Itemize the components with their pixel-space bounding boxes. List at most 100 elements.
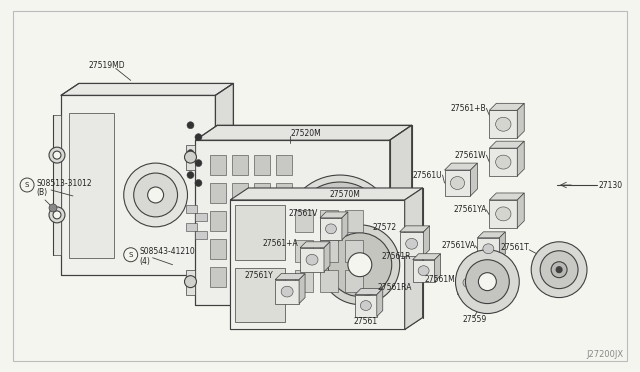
Polygon shape — [445, 170, 470, 196]
Polygon shape — [53, 115, 61, 255]
Circle shape — [148, 187, 164, 203]
Polygon shape — [458, 272, 479, 294]
Polygon shape — [342, 212, 348, 240]
Ellipse shape — [495, 207, 511, 221]
Circle shape — [320, 225, 400, 305]
Bar — [295, 210, 313, 232]
Text: 27561RA: 27561RA — [378, 283, 412, 292]
Polygon shape — [517, 193, 524, 228]
Polygon shape — [230, 188, 422, 200]
Polygon shape — [377, 289, 383, 317]
Text: 27561+B: 27561+B — [451, 104, 486, 113]
Text: 27561: 27561 — [354, 317, 378, 326]
Text: 27572: 27572 — [372, 223, 397, 232]
Bar — [345, 210, 363, 232]
Bar — [186, 270, 195, 295]
Polygon shape — [435, 254, 440, 282]
Circle shape — [195, 180, 202, 186]
Bar — [69, 113, 114, 258]
Polygon shape — [445, 163, 477, 170]
Circle shape — [195, 134, 202, 141]
Text: 27561T: 27561T — [500, 243, 529, 252]
Ellipse shape — [483, 244, 494, 254]
Polygon shape — [299, 274, 305, 304]
Text: 27561R: 27561R — [381, 252, 411, 261]
Bar — [320, 240, 338, 262]
Polygon shape — [195, 125, 412, 140]
Circle shape — [479, 273, 497, 291]
Text: S: S — [129, 252, 133, 258]
Bar — [295, 240, 313, 262]
Circle shape — [556, 267, 562, 273]
Polygon shape — [458, 266, 485, 272]
Circle shape — [20, 178, 34, 192]
Text: (4): (4) — [140, 257, 150, 266]
Bar — [254, 155, 270, 175]
Circle shape — [456, 250, 519, 314]
Text: 27561Y: 27561Y — [244, 271, 273, 280]
Bar — [186, 205, 198, 213]
Polygon shape — [490, 148, 517, 176]
Circle shape — [540, 251, 578, 289]
Bar — [236, 205, 285, 260]
Bar — [186, 145, 195, 170]
Bar — [232, 211, 248, 231]
Bar — [295, 270, 313, 292]
Polygon shape — [404, 188, 422, 330]
Circle shape — [187, 150, 194, 157]
Bar — [345, 240, 363, 262]
Ellipse shape — [406, 238, 418, 249]
Bar — [211, 239, 227, 259]
Text: 27519MD: 27519MD — [89, 61, 125, 70]
Polygon shape — [517, 141, 524, 176]
Text: 27561YA: 27561YA — [453, 205, 486, 214]
Bar — [254, 183, 270, 203]
Ellipse shape — [495, 155, 511, 169]
Bar — [211, 183, 227, 203]
Polygon shape — [470, 163, 477, 196]
Ellipse shape — [495, 117, 511, 131]
Bar — [186, 223, 198, 231]
Polygon shape — [490, 103, 524, 110]
Polygon shape — [300, 248, 324, 272]
Polygon shape — [517, 103, 524, 138]
Circle shape — [184, 276, 196, 288]
Circle shape — [187, 122, 194, 129]
Circle shape — [328, 218, 352, 242]
Circle shape — [292, 182, 388, 278]
Ellipse shape — [306, 254, 318, 265]
Circle shape — [53, 211, 61, 219]
Polygon shape — [424, 226, 429, 256]
Bar — [232, 183, 248, 203]
Circle shape — [551, 262, 567, 278]
Ellipse shape — [326, 224, 337, 234]
Circle shape — [195, 160, 202, 167]
Bar — [254, 239, 270, 259]
Polygon shape — [275, 280, 299, 304]
Bar — [276, 239, 292, 259]
Polygon shape — [61, 83, 234, 95]
Polygon shape — [490, 193, 524, 200]
Text: 27570M: 27570M — [330, 190, 361, 199]
Circle shape — [328, 233, 392, 296]
Bar — [232, 239, 248, 259]
Polygon shape — [320, 212, 348, 218]
Ellipse shape — [451, 177, 465, 189]
Text: 27561W: 27561W — [455, 151, 486, 160]
Text: 27561M: 27561M — [425, 275, 456, 284]
Bar — [254, 211, 270, 231]
Circle shape — [187, 171, 194, 179]
Text: 27520M: 27520M — [290, 129, 321, 138]
Polygon shape — [390, 125, 412, 305]
Polygon shape — [275, 274, 305, 280]
Circle shape — [124, 248, 138, 262]
Circle shape — [348, 253, 372, 277]
Ellipse shape — [418, 266, 429, 276]
Bar — [345, 270, 363, 292]
Text: 27561V: 27561V — [289, 209, 318, 218]
Polygon shape — [490, 200, 517, 228]
Circle shape — [184, 151, 196, 163]
Bar — [195, 213, 207, 221]
Text: J27200JX: J27200JX — [587, 350, 624, 359]
Text: 27130: 27130 — [599, 180, 623, 189]
